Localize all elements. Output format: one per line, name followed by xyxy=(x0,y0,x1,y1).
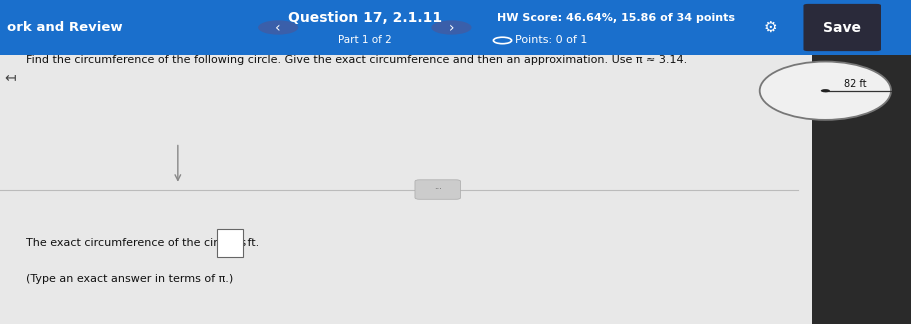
Circle shape xyxy=(820,89,829,92)
Text: Part 1 of 2: Part 1 of 2 xyxy=(338,35,391,45)
Text: The exact circumference of the circle is: The exact circumference of the circle is xyxy=(26,238,249,248)
FancyBboxPatch shape xyxy=(803,4,880,51)
Text: Save: Save xyxy=(823,20,860,34)
FancyBboxPatch shape xyxy=(217,229,242,257)
Text: Find the circumference of the following circle. Give the exact circumference and: Find the circumference of the following … xyxy=(26,55,686,65)
Text: ›: › xyxy=(448,20,454,34)
Text: 82 ft: 82 ft xyxy=(843,79,865,89)
Text: ft.: ft. xyxy=(243,238,259,248)
Text: HW Score: 46.64%, 15.86 of 34 points: HW Score: 46.64%, 15.86 of 34 points xyxy=(496,13,734,23)
Text: ⚙: ⚙ xyxy=(763,20,776,35)
Text: Question 17, 2.1.11: Question 17, 2.1.11 xyxy=(288,11,441,25)
Text: ork and Review: ork and Review xyxy=(7,21,123,34)
Ellipse shape xyxy=(759,62,890,120)
Text: (Type an exact answer in terms of π.): (Type an exact answer in terms of π.) xyxy=(26,274,232,284)
Text: ↤: ↤ xyxy=(5,71,16,85)
Text: ···: ··· xyxy=(434,185,441,194)
FancyBboxPatch shape xyxy=(0,0,911,55)
FancyBboxPatch shape xyxy=(0,55,911,324)
Text: ‹: ‹ xyxy=(275,20,281,34)
FancyBboxPatch shape xyxy=(415,180,460,199)
Circle shape xyxy=(258,20,298,35)
Circle shape xyxy=(431,20,471,35)
Text: Points: 0 of 1: Points: 0 of 1 xyxy=(515,35,587,45)
FancyBboxPatch shape xyxy=(811,55,911,324)
